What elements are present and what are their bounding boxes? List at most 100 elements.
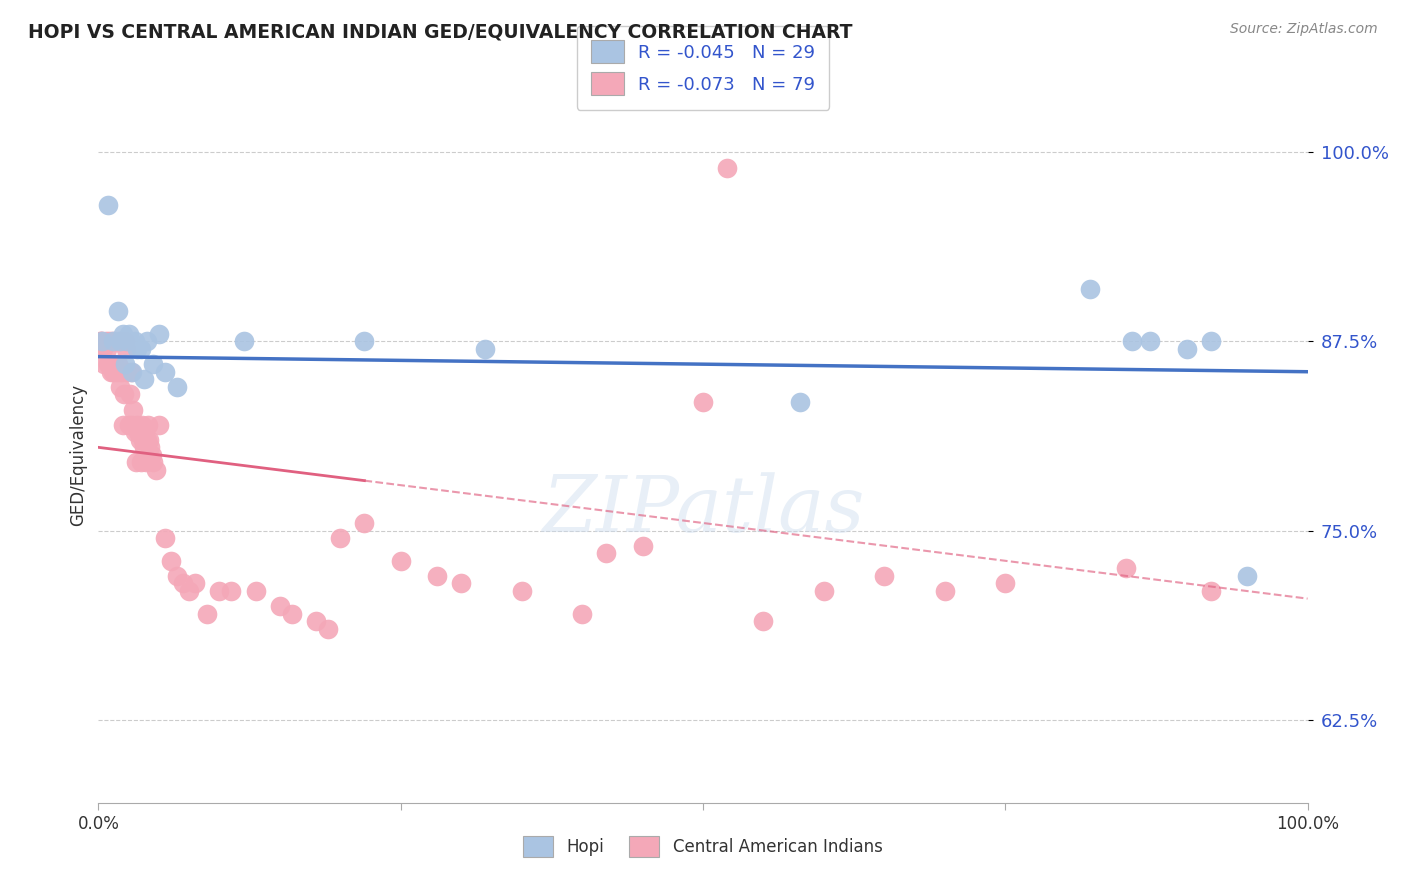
Point: [752, 615, 775, 629]
Point: [148, 326, 170, 341]
Point: [121, 417, 143, 432]
Point: [93, 357, 115, 371]
Point: [172, 576, 194, 591]
Point: [107, 304, 129, 318]
Point: [96, 342, 118, 356]
Text: ZIPatlas: ZIPatlas: [541, 473, 865, 549]
Point: [108, 334, 131, 349]
Point: [166, 569, 188, 583]
Point: [117, 334, 139, 349]
Point: [138, 433, 160, 447]
Point: [118, 387, 141, 401]
Point: [127, 342, 149, 356]
Point: [160, 554, 183, 568]
Point: [90, 334, 112, 349]
Point: [91, 342, 114, 356]
Point: [184, 576, 207, 591]
Point: [1199, 334, 1222, 349]
Point: [1121, 334, 1143, 349]
Point: [1199, 584, 1222, 599]
Point: [127, 417, 149, 432]
Point: [426, 569, 449, 583]
Point: [89, 334, 111, 349]
Point: [121, 365, 143, 379]
Point: [134, 441, 156, 455]
Point: [91, 334, 114, 349]
Point: [873, 569, 896, 583]
Point: [111, 326, 134, 341]
Point: [100, 365, 122, 379]
Point: [1175, 342, 1198, 356]
Point: [124, 334, 146, 349]
Point: [101, 365, 124, 379]
Point: [716, 161, 738, 175]
Point: [195, 607, 218, 621]
Point: [110, 365, 132, 379]
Y-axis label: GED/Equivalency: GED/Equivalency: [69, 384, 87, 526]
Point: [97, 198, 120, 212]
Text: Source: ZipAtlas.com: Source: ZipAtlas.com: [1230, 22, 1378, 37]
Point: [112, 387, 135, 401]
Point: [474, 342, 496, 356]
Point: [166, 380, 188, 394]
Point: [129, 342, 152, 356]
Point: [595, 546, 617, 560]
Point: [103, 357, 125, 371]
Point: [148, 417, 170, 432]
Point: [115, 342, 138, 356]
Text: HOPI VS CENTRAL AMERICAN INDIAN GED/EQUIVALENCY CORRELATION CHART: HOPI VS CENTRAL AMERICAN INDIAN GED/EQUI…: [28, 22, 852, 41]
Point: [128, 433, 150, 447]
Point: [134, 372, 156, 386]
Point: [353, 334, 375, 349]
Point: [145, 463, 167, 477]
Point: [107, 357, 129, 371]
Point: [114, 334, 136, 349]
Point: [100, 334, 122, 349]
Point: [142, 455, 165, 469]
Point: [1139, 334, 1161, 349]
Point: [153, 365, 176, 379]
Point: [98, 334, 121, 349]
Point: [139, 441, 162, 455]
Point: [105, 365, 128, 379]
Point: [179, 584, 201, 599]
Legend: Hopi, Central American Indians: Hopi, Central American Indians: [516, 830, 890, 864]
Point: [118, 417, 141, 432]
Point: [221, 584, 243, 599]
Point: [353, 516, 375, 530]
Point: [120, 365, 142, 379]
Point: [389, 554, 412, 568]
Point: [108, 380, 131, 394]
Point: [101, 334, 124, 349]
Point: [111, 417, 134, 432]
Point: [117, 365, 139, 379]
Point: [135, 334, 157, 349]
Point: [108, 334, 131, 349]
Point: [118, 326, 141, 341]
Point: [122, 402, 145, 417]
Point: [141, 448, 163, 462]
Point: [1078, 281, 1101, 295]
Point: [281, 607, 304, 621]
Point: [91, 334, 114, 349]
Point: [1115, 561, 1137, 575]
Point: [114, 357, 136, 371]
Point: [510, 584, 533, 599]
Point: [127, 425, 149, 440]
Point: [692, 395, 714, 409]
Point: [142, 357, 165, 371]
Point: [269, 599, 291, 614]
Point: [329, 531, 352, 545]
Point: [934, 584, 956, 599]
Point: [104, 334, 127, 349]
Point: [316, 622, 339, 636]
Point: [813, 584, 835, 599]
Point: [208, 584, 231, 599]
Point: [97, 357, 120, 371]
Point: [232, 334, 254, 349]
Point: [245, 584, 267, 599]
Point: [1236, 569, 1258, 583]
Point: [125, 455, 148, 469]
Point: [450, 576, 472, 591]
Point: [789, 395, 811, 409]
